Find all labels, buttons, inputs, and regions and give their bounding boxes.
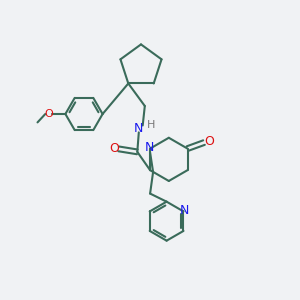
Text: N: N [180,204,189,217]
Text: O: O [205,135,214,148]
Text: O: O [109,142,119,155]
Text: O: O [44,109,53,119]
Text: H: H [147,120,156,130]
Text: N: N [134,122,143,135]
Text: N: N [145,142,154,154]
